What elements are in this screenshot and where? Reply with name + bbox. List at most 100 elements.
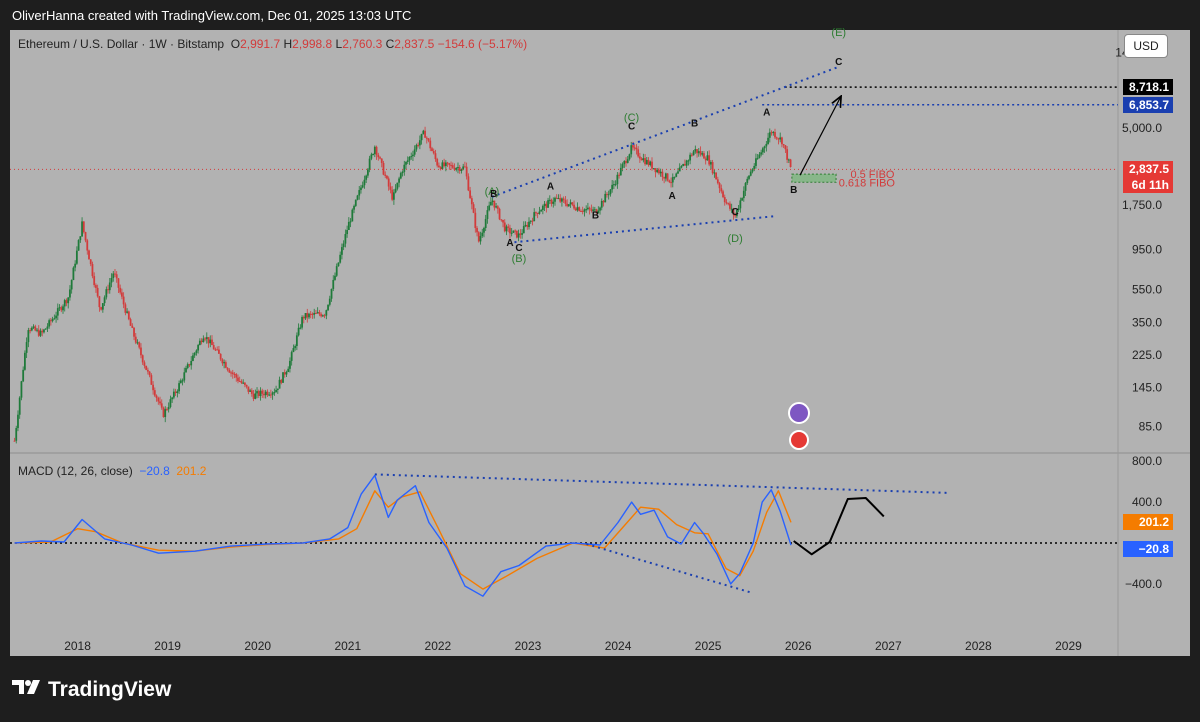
candle-body [451, 165, 454, 168]
candle-body [583, 209, 586, 212]
open-key: O [230, 37, 241, 51]
candle-body [63, 300, 66, 307]
candle-body [81, 221, 83, 237]
candle-body [715, 172, 717, 180]
candle-body [122, 296, 125, 305]
candle-body [746, 178, 749, 184]
candle-body [621, 164, 624, 168]
candle-body [663, 176, 666, 179]
candle-body [231, 372, 234, 374]
level-upper-tag: 8,718.1 [1123, 79, 1173, 96]
candle-body [488, 205, 491, 211]
candle-body [276, 388, 279, 390]
candle-body [256, 391, 258, 394]
candle-body [730, 208, 733, 210]
candle-body [162, 407, 165, 418]
candle-body [550, 199, 553, 204]
close-key: C [385, 37, 395, 51]
candle-body [98, 296, 101, 308]
candle-body [597, 210, 600, 213]
candle-body [17, 414, 19, 429]
us-flag-event-icon [789, 430, 809, 450]
fibo-zone [791, 173, 837, 183]
candle-body [197, 344, 200, 351]
candle-body [88, 250, 90, 260]
currency-button[interactable]: USD [1124, 34, 1168, 58]
candle-body [675, 173, 678, 177]
candle-body [574, 208, 577, 211]
price-tick-label: 85.0 [1139, 419, 1163, 433]
candle-body [685, 160, 688, 166]
candle-body [18, 397, 21, 415]
candle-body [131, 325, 134, 328]
brand-name: TradingView [48, 678, 172, 701]
candle-body [127, 311, 130, 320]
time-tick-label: 2025 [695, 639, 722, 653]
candle-body [95, 285, 97, 288]
candle-body [399, 173, 402, 179]
candle-body [652, 168, 655, 170]
candle-body [320, 314, 323, 317]
candle-body [503, 222, 506, 232]
candle-body [110, 278, 113, 283]
candle-body [557, 198, 560, 200]
idea-icon [788, 402, 810, 424]
candle-body [67, 297, 70, 304]
candle-body [228, 369, 231, 373]
wave-label-green: (A) [485, 186, 500, 198]
wave-label-green: (C) [624, 112, 639, 124]
candle-body [211, 339, 213, 346]
candle-body [555, 197, 558, 199]
candle-body [398, 178, 400, 183]
candle-body [677, 171, 679, 174]
candle-body [134, 336, 137, 343]
tradingview-logo[interactable]: TradingView [12, 678, 171, 702]
candle-body [250, 390, 253, 394]
candle-body [119, 287, 122, 293]
candle-body [682, 163, 685, 167]
candle-body [614, 184, 617, 186]
candle-body [266, 391, 269, 395]
candle-body [690, 154, 693, 156]
candle-body [460, 169, 463, 171]
candle-body [500, 219, 503, 221]
candle-body [474, 212, 477, 229]
time-tick-label: 2027 [875, 639, 902, 653]
candle-body [58, 307, 61, 309]
candle-body [612, 184, 615, 186]
candle-body [420, 133, 423, 141]
candle-body [181, 380, 184, 382]
candle-body [659, 171, 662, 174]
candle-body [406, 160, 409, 162]
candle-body [554, 197, 556, 202]
candle-body [664, 173, 667, 179]
candle-body [190, 360, 193, 366]
candle-body [301, 316, 303, 328]
candle-body [498, 208, 501, 220]
candle-body [547, 200, 549, 208]
candle-body [692, 151, 695, 156]
candle-body [772, 131, 775, 133]
candle-body [289, 360, 291, 369]
candle-body [146, 369, 149, 372]
candle-body [148, 371, 151, 376]
candle-body [425, 137, 428, 139]
candle-body [654, 168, 657, 173]
candle-body [257, 391, 260, 397]
candle-body [469, 190, 472, 199]
candle-body [334, 275, 336, 280]
candle-body [323, 315, 326, 317]
candle-body [642, 158, 645, 161]
macd-tick-label: 800.0 [1132, 454, 1162, 468]
candle-body [264, 391, 267, 396]
candle-body [739, 200, 742, 209]
candle-body [244, 382, 246, 385]
candle-body [479, 236, 482, 242]
candle-body [392, 192, 395, 200]
candle-body [278, 379, 281, 389]
candle-body [493, 200, 496, 208]
candle-body [439, 167, 442, 170]
candle-body [192, 355, 194, 361]
candle-body [77, 240, 80, 251]
